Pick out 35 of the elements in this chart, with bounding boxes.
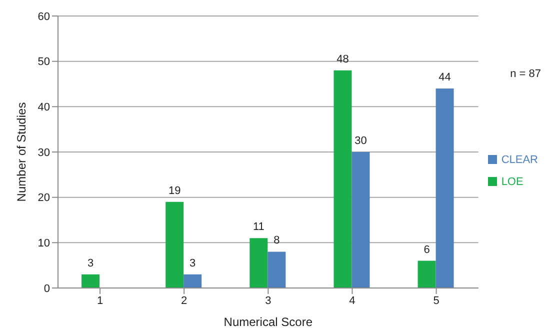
- bar: [184, 274, 202, 288]
- y-tick-label: 60: [38, 10, 50, 23]
- x-tick-label: 4: [349, 294, 356, 307]
- bar: [268, 252, 286, 288]
- bar: [250, 238, 268, 288]
- bar: [418, 260, 436, 288]
- data-label: 44: [438, 72, 451, 84]
- x-tick-label: 1: [96, 294, 104, 307]
- legend-label: LOE: [501, 176, 524, 188]
- data-label: 6: [424, 244, 430, 256]
- y-tick-label: 20: [38, 192, 50, 204]
- bar: [352, 152, 370, 288]
- data-label: 30: [354, 135, 367, 147]
- data-label: 19: [168, 184, 181, 197]
- text: n = 87: [510, 68, 541, 80]
- bar: [436, 88, 454, 288]
- x-axis-title: Numerical Score: [224, 315, 313, 329]
- bar: [82, 274, 100, 288]
- x-tick-label: 5: [433, 294, 440, 307]
- data-label: 48: [336, 53, 349, 66]
- data-label: 8: [274, 234, 280, 247]
- bar: [166, 202, 184, 288]
- x-tick-label: 2: [181, 294, 188, 307]
- y-tick-label: 50: [38, 56, 50, 68]
- y-axis-title: Number of Studies: [14, 102, 28, 202]
- bar: [334, 70, 352, 288]
- data-label: 3: [190, 257, 196, 270]
- y-tick-label: 30: [38, 146, 50, 159]
- data-label: 11: [252, 221, 264, 234]
- legend-label: CLEAR: [501, 154, 538, 166]
- data-label: 3: [87, 257, 94, 270]
- y-tick-label: 0: [44, 282, 50, 295]
- y-tick-label: 10: [38, 238, 50, 250]
- y-tick-label: 40: [38, 102, 50, 114]
- x-tick-label: 3: [265, 294, 272, 307]
